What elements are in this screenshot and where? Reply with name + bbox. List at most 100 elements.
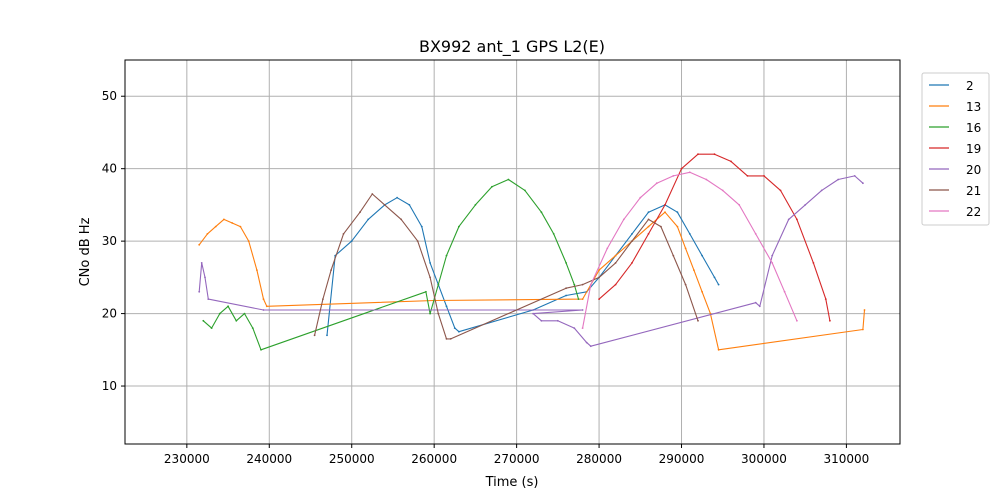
data-point — [738, 204, 741, 206]
data-point — [429, 276, 431, 279]
data-point — [383, 204, 386, 206]
data-point — [779, 189, 782, 192]
data-point — [697, 153, 699, 156]
data-point — [445, 305, 448, 308]
data-point — [429, 312, 431, 315]
data-point — [614, 262, 617, 264]
data-point — [265, 305, 268, 308]
data-point — [239, 225, 242, 228]
data-point — [200, 262, 203, 264]
data-point — [474, 204, 477, 206]
x-tick-label: 290000 — [659, 452, 705, 466]
data-point — [400, 218, 403, 221]
y-tick-label: 40 — [102, 162, 117, 176]
data-point — [416, 240, 419, 243]
data-point — [713, 153, 716, 156]
data-point — [262, 298, 265, 300]
legend: 2 13 16 19 20 21 22 — [921, 72, 990, 226]
legend-label: 16 — [966, 121, 981, 135]
data-point — [787, 218, 790, 221]
data-point — [445, 338, 448, 340]
data-point — [581, 309, 584, 311]
data-point — [676, 211, 679, 214]
data-point — [614, 283, 617, 286]
data-point — [606, 247, 609, 250]
data-point — [697, 319, 699, 322]
data-point — [202, 319, 205, 322]
series-22 — [581, 171, 798, 329]
data-point — [713, 276, 716, 279]
data-point — [647, 218, 650, 221]
series-20 — [198, 175, 864, 348]
data-point — [824, 298, 827, 300]
data-point — [223, 218, 225, 221]
series-21 — [313, 193, 699, 340]
data-point — [206, 233, 209, 235]
y-tick-label: 30 — [102, 234, 117, 248]
data-point — [829, 319, 831, 322]
data-point — [589, 283, 592, 286]
data-point — [684, 247, 687, 250]
data-point — [204, 276, 206, 279]
data-point — [614, 254, 617, 257]
data-point — [231, 222, 234, 224]
data-point — [783, 290, 786, 293]
x-tick-label: 260000 — [411, 452, 457, 466]
data-point — [243, 312, 246, 315]
y-tick-label: 50 — [102, 89, 117, 103]
data-point — [672, 175, 675, 177]
data-point — [796, 218, 798, 221]
data-point — [322, 298, 324, 300]
data-point — [458, 225, 460, 228]
legend-label: 19 — [966, 142, 981, 156]
data-point — [371, 193, 374, 195]
data-point — [771, 254, 774, 257]
series-layer — [198, 153, 866, 351]
data-point — [853, 175, 856, 177]
data-point — [771, 262, 774, 264]
data-point — [445, 254, 448, 257]
data-point — [684, 283, 687, 286]
data-point — [235, 319, 238, 322]
data-point — [330, 269, 332, 271]
data-point — [552, 233, 555, 235]
data-point — [210, 327, 213, 329]
data-point — [532, 312, 534, 315]
data-point — [326, 334, 328, 337]
data-point — [701, 290, 703, 293]
series-line-2 — [326, 197, 720, 336]
data-point — [660, 225, 662, 228]
data-point — [837, 178, 840, 181]
data-point — [717, 283, 720, 286]
data-point — [863, 309, 866, 311]
data-point — [565, 262, 567, 264]
data-point — [367, 218, 370, 221]
data-point — [581, 283, 584, 286]
data-point — [214, 225, 217, 228]
data-point — [425, 290, 427, 293]
legend-label: 20 — [966, 163, 981, 177]
data-point — [420, 225, 423, 228]
data-point — [507, 178, 510, 181]
series-line-16 — [202, 178, 580, 351]
data-point — [198, 243, 201, 246]
data-point — [655, 182, 658, 185]
data-point — [631, 240, 633, 243]
data-point — [577, 298, 580, 300]
data-point — [247, 240, 250, 243]
data-point — [540, 211, 543, 214]
data-point — [754, 233, 757, 235]
y-tick-label: 10 — [102, 379, 117, 393]
legend-label: 22 — [966, 205, 981, 219]
data-point — [437, 312, 440, 315]
series-19 — [598, 153, 831, 322]
data-point — [693, 269, 695, 271]
data-point — [524, 189, 526, 192]
data-point — [763, 175, 765, 177]
data-point — [820, 189, 823, 192]
legend-box — [921, 72, 990, 226]
series-line-19 — [598, 153, 831, 321]
x-tick-label: 230000 — [164, 452, 210, 466]
data-point — [705, 178, 708, 181]
